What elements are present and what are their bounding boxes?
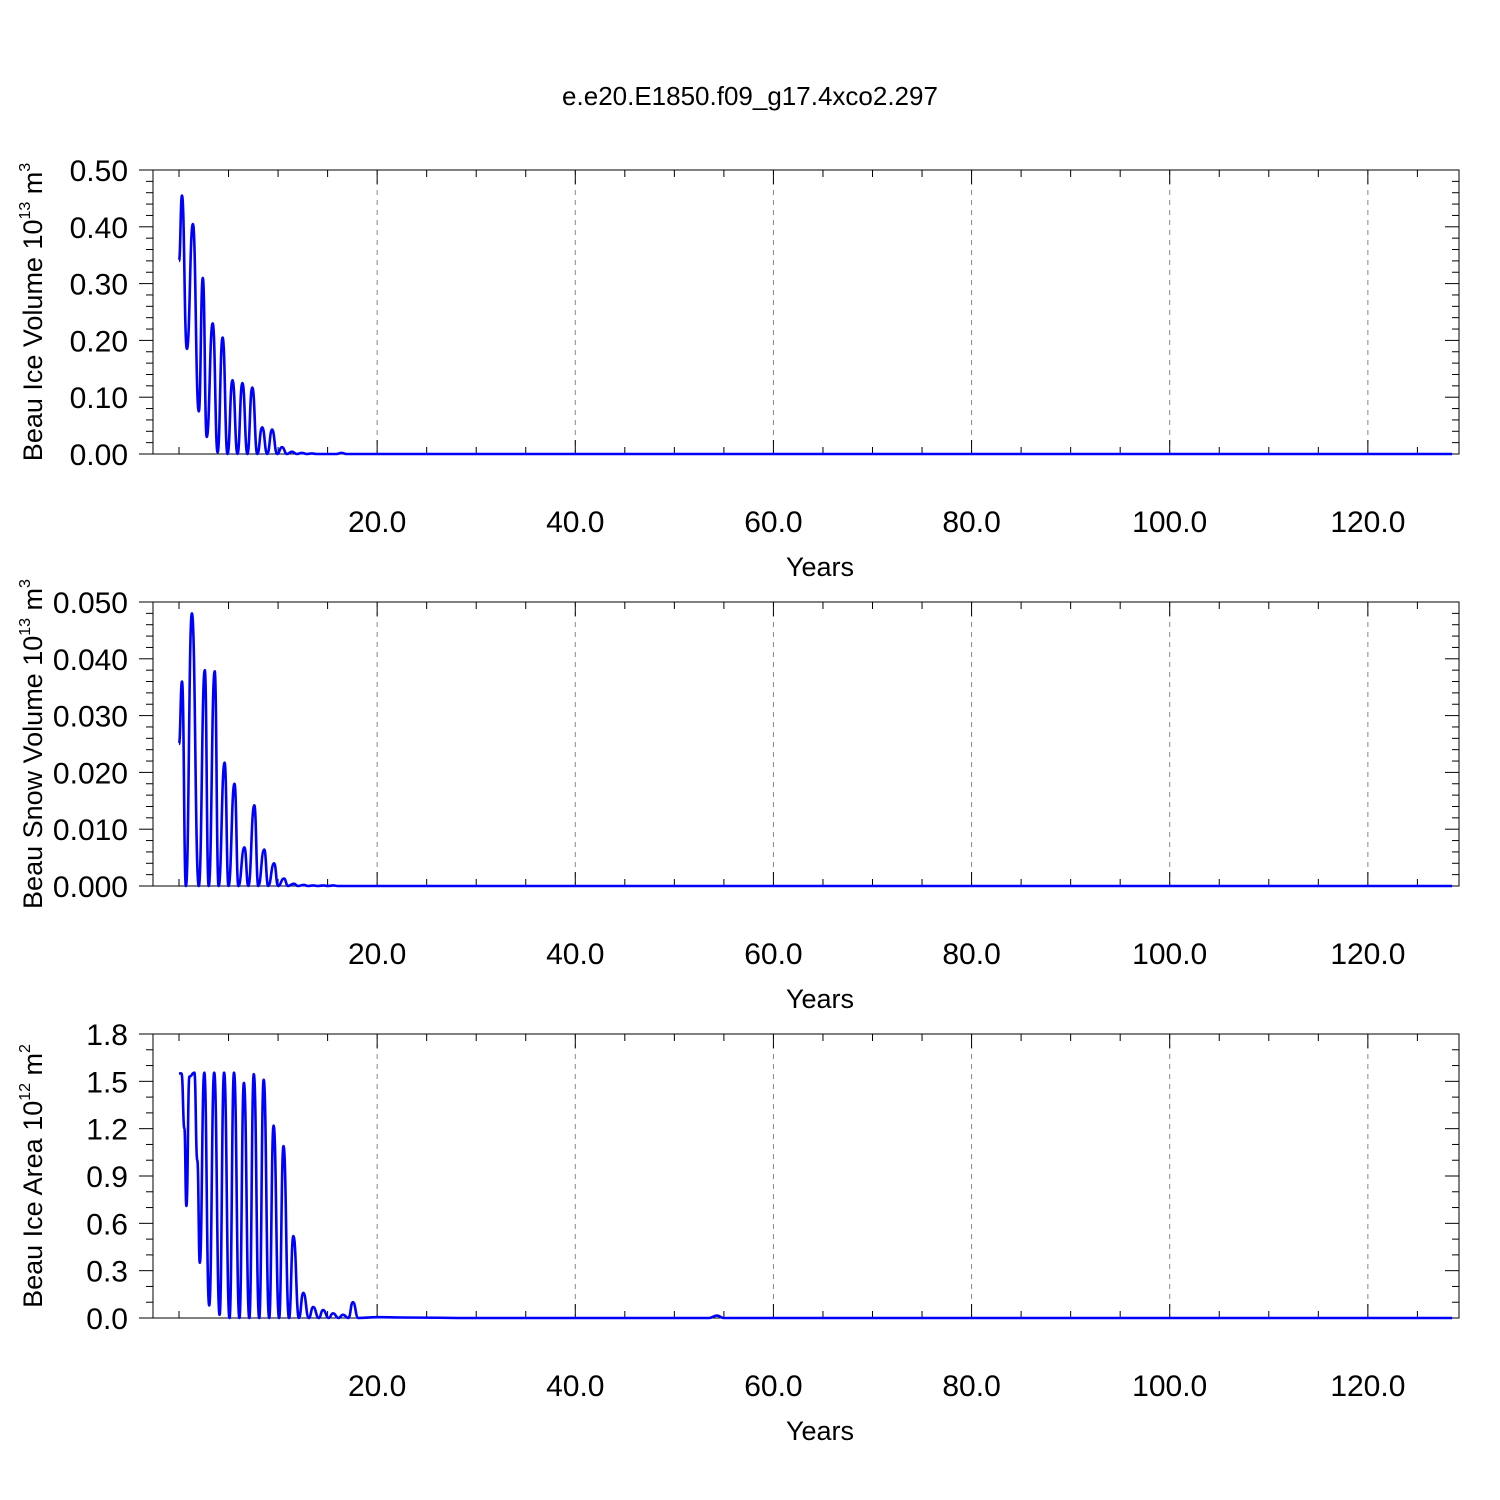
- plot-frame: [152, 169, 1460, 455]
- x-tick-label: 80.0: [942, 938, 1000, 971]
- x-tick-label: 60.0: [744, 938, 802, 971]
- series-line: [177, 612, 1453, 888]
- x-tick-label: 80.0: [942, 1370, 1000, 1403]
- figure-title: e.e20.E1850.f09_g17.4xco2.297: [562, 81, 938, 111]
- y-tick-label: 0.010: [53, 814, 128, 847]
- y-tick-label: 0.00: [70, 439, 128, 472]
- y-tick-label: 1.5: [86, 1066, 128, 1099]
- x-axis-label: Years: [786, 552, 854, 582]
- x-tick-label: 100.0: [1132, 938, 1207, 971]
- y-axis-label: Beau Ice Area 1012 m2: [17, 1044, 48, 1308]
- x-tick-label: 120.0: [1330, 938, 1405, 971]
- x-tick-label: 100.0: [1132, 506, 1207, 539]
- y-tick-label: 0.3: [86, 1256, 128, 1289]
- y-tick-label: 0.0: [86, 1303, 128, 1336]
- x-tick-label: 20.0: [348, 506, 406, 539]
- y-tick-label: 0.000: [53, 871, 128, 904]
- y-tick-label: 0.9: [86, 1161, 128, 1194]
- x-tick-label: 120.0: [1330, 506, 1405, 539]
- series-line: [179, 1071, 1453, 1320]
- y-tick-label: 0.040: [53, 644, 128, 677]
- y-axis-label: Beau Ice Volume 1013 m3: [17, 163, 48, 461]
- y-tick-label: 0.6: [86, 1208, 128, 1241]
- y-tick-label: 0.40: [70, 212, 128, 245]
- y-tick-label: 0.20: [70, 325, 128, 358]
- x-tick-label: 40.0: [546, 1370, 604, 1403]
- y-tick-label: 0.50: [70, 155, 128, 188]
- y-tick-label: 0.030: [53, 701, 128, 734]
- x-tick-label: 20.0: [348, 938, 406, 971]
- x-tick-label: 20.0: [348, 1370, 406, 1403]
- y-axis-label: Beau Snow Volume 1013 m3: [17, 579, 48, 909]
- y-tick-label: 1.8: [86, 1019, 128, 1052]
- y-tick-label: 0.050: [53, 587, 128, 620]
- plot-frame: [152, 1033, 1460, 1319]
- x-tick-label: 60.0: [744, 506, 802, 539]
- x-tick-label: 100.0: [1132, 1370, 1207, 1403]
- y-tick-label: 0.30: [70, 269, 128, 302]
- x-tick-label: 40.0: [546, 506, 604, 539]
- panel-ice-volume: 20.0 40.0 60.0 80.0 100.0 120.0 0.00 0.10 0.20 0.…: [17, 155, 1460, 582]
- y-tick-label: 0.020: [53, 757, 128, 790]
- x-tick-label: 60.0: [744, 1370, 802, 1403]
- x-tick-label: 80.0: [942, 506, 1000, 539]
- x-tick-label: 120.0: [1330, 1370, 1405, 1403]
- x-tick-label: 40.0: [546, 938, 604, 971]
- y-tick-label: 0.10: [70, 382, 128, 415]
- x-axis-label: Years: [786, 984, 854, 1014]
- panel-snow-volume: 20.0 40.0 60.0 80.0 100.0 120.0 0.000 0.010 0.02…: [17, 579, 1460, 1014]
- y-tick-label: 1.2: [86, 1114, 128, 1147]
- series-line: [177, 194, 1453, 456]
- x-axis-label: Years: [786, 1416, 854, 1446]
- panel-ice-area: 20.0 40.0 60.0 80.0 100.0 120.0 0.0 0.3 0.6 0.9 1.…: [17, 1019, 1460, 1446]
- plot-frame: [152, 601, 1460, 887]
